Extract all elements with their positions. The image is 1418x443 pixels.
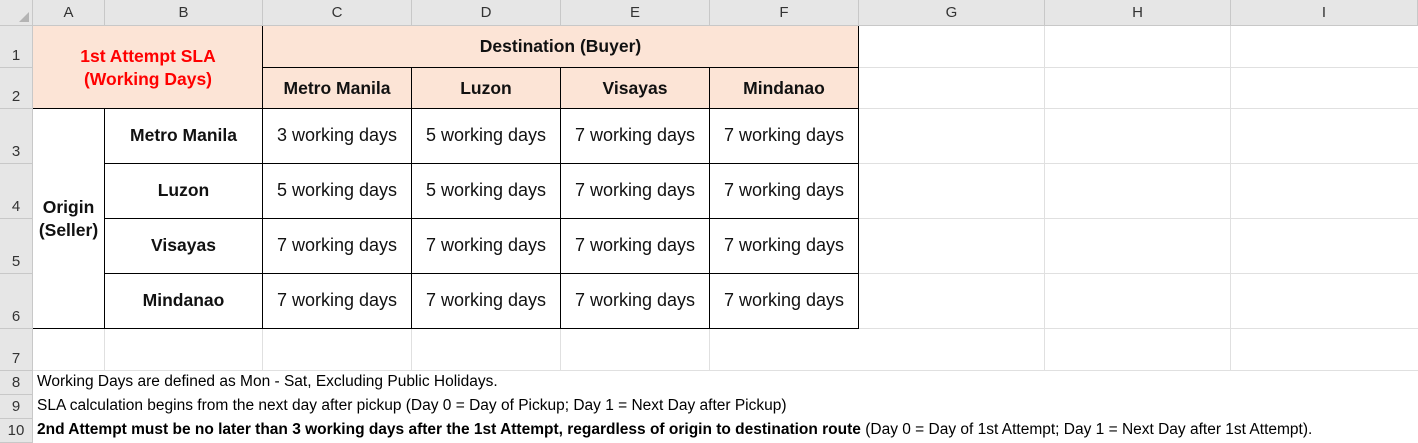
gridline: [104, 329, 105, 371]
destination-visayas[interactable]: Visayas: [560, 67, 710, 109]
row-header-4[interactable]: 4: [0, 164, 33, 219]
destination-luzon[interactable]: Luzon: [411, 67, 561, 109]
sla-cell[interactable]: 7 working days: [709, 218, 859, 274]
select-all-corner[interactable]: [0, 0, 33, 26]
origin-label: Mindanao: [142, 290, 225, 310]
destination-mindanao[interactable]: Mindanao: [709, 67, 859, 109]
column-header-f[interactable]: F: [710, 0, 859, 26]
sla-title-cell[interactable]: 1st Attempt SLA (Working Days): [33, 26, 263, 109]
gridline: [33, 370, 1418, 371]
sla-cell[interactable]: 5 working days: [411, 163, 561, 219]
origin-luzon[interactable]: Luzon: [104, 163, 263, 219]
row-header-3[interactable]: 3: [0, 109, 33, 164]
note-second-attempt-rest: (Day 0 = Day of 1st Attempt; Day 1 = Nex…: [860, 421, 1313, 438]
column-header-c[interactable]: C: [263, 0, 412, 26]
gridline: [1044, 26, 1045, 371]
origin-line2: (Seller): [38, 219, 99, 240]
origin-label: Visayas: [151, 235, 216, 255]
row-header-10[interactable]: 10: [0, 419, 33, 443]
origin-label-cell[interactable]: Origin (Seller): [33, 108, 105, 329]
gridline: [1230, 26, 1231, 371]
origin-visayas[interactable]: Visayas: [104, 218, 263, 274]
row-header-5[interactable]: 5: [0, 219, 33, 274]
gridline: [411, 329, 412, 371]
row-header-7[interactable]: 7: [0, 329, 33, 371]
gridline: [560, 329, 561, 371]
sla-cell[interactable]: 5 working days: [411, 108, 561, 164]
destination-metro-manila[interactable]: Metro Manila: [262, 67, 412, 109]
gridline: [859, 328, 1418, 329]
sla-cell[interactable]: 7 working days: [411, 273, 561, 329]
sla-cell[interactable]: 7 working days: [262, 273, 412, 329]
origin-mindanao[interactable]: Mindanao: [104, 273, 263, 329]
sla-cell[interactable]: 5 working days: [262, 163, 412, 219]
column-header-g[interactable]: G: [859, 0, 1045, 26]
column-header-b[interactable]: B: [105, 0, 263, 26]
sla-cell[interactable]: 7 working days: [560, 108, 710, 164]
destination-label: Mindanao: [743, 77, 825, 98]
column-header-d[interactable]: D: [412, 0, 561, 26]
gridline: [859, 218, 1418, 219]
origin-line1: Origin: [42, 196, 95, 217]
sla-title-line1: 1st Attempt SLA: [80, 45, 216, 66]
destination-label: Luzon: [460, 77, 512, 98]
row-header-6[interactable]: 6: [0, 274, 33, 329]
gridline: [262, 329, 263, 371]
gridline: [859, 108, 1418, 109]
note-second-attempt[interactable]: 2nd Attempt must be no later than 3 work…: [37, 421, 1312, 439]
destination-header-cell[interactable]: Destination (Buyer): [262, 26, 859, 68]
note-second-attempt-bold: 2nd Attempt must be no later than 3 work…: [37, 421, 861, 438]
sla-cell[interactable]: 7 working days: [709, 163, 859, 219]
column-header-i[interactable]: I: [1231, 0, 1418, 26]
sla-cell[interactable]: 7 working days: [560, 273, 710, 329]
origin-label: Luzon: [157, 180, 210, 200]
note-sla-calculation[interactable]: SLA calculation begins from the next day…: [37, 397, 787, 414]
gridline: [709, 329, 710, 371]
origin-metro-manila[interactable]: Metro Manila: [104, 108, 263, 164]
sla-cell[interactable]: 7 working days: [709, 273, 859, 329]
sla-cell[interactable]: 7 working days: [262, 218, 412, 274]
sla-cell[interactable]: 7 working days: [709, 108, 859, 164]
origin-label: Metro Manila: [130, 125, 237, 145]
select-all-triangle-icon: [19, 12, 29, 22]
gridline: [859, 273, 1418, 274]
destination-header-label: Destination (Buyer): [479, 36, 642, 56]
row-header-1[interactable]: 1: [0, 26, 33, 68]
column-header-e[interactable]: E: [561, 0, 710, 26]
sla-cell[interactable]: 7 working days: [560, 163, 710, 219]
row-header-9[interactable]: 9: [0, 395, 33, 419]
destination-label: Visayas: [602, 77, 668, 98]
sla-cell[interactable]: 7 working days: [411, 218, 561, 274]
row-header-2[interactable]: 2: [0, 68, 33, 109]
destination-label: Metro Manila: [283, 77, 391, 98]
gridline: [859, 67, 1418, 68]
note-working-days[interactable]: Working Days are defined as Mon - Sat, E…: [37, 373, 498, 390]
column-header-h[interactable]: H: [1045, 0, 1231, 26]
gridline: [859, 163, 1418, 164]
sla-cell[interactable]: 3 working days: [262, 108, 412, 164]
sla-title-line2: (Working Days): [83, 68, 213, 89]
sla-cell[interactable]: 7 working days: [560, 218, 710, 274]
row-header-8[interactable]: 8: [0, 371, 33, 395]
column-header-a[interactable]: A: [33, 0, 105, 26]
